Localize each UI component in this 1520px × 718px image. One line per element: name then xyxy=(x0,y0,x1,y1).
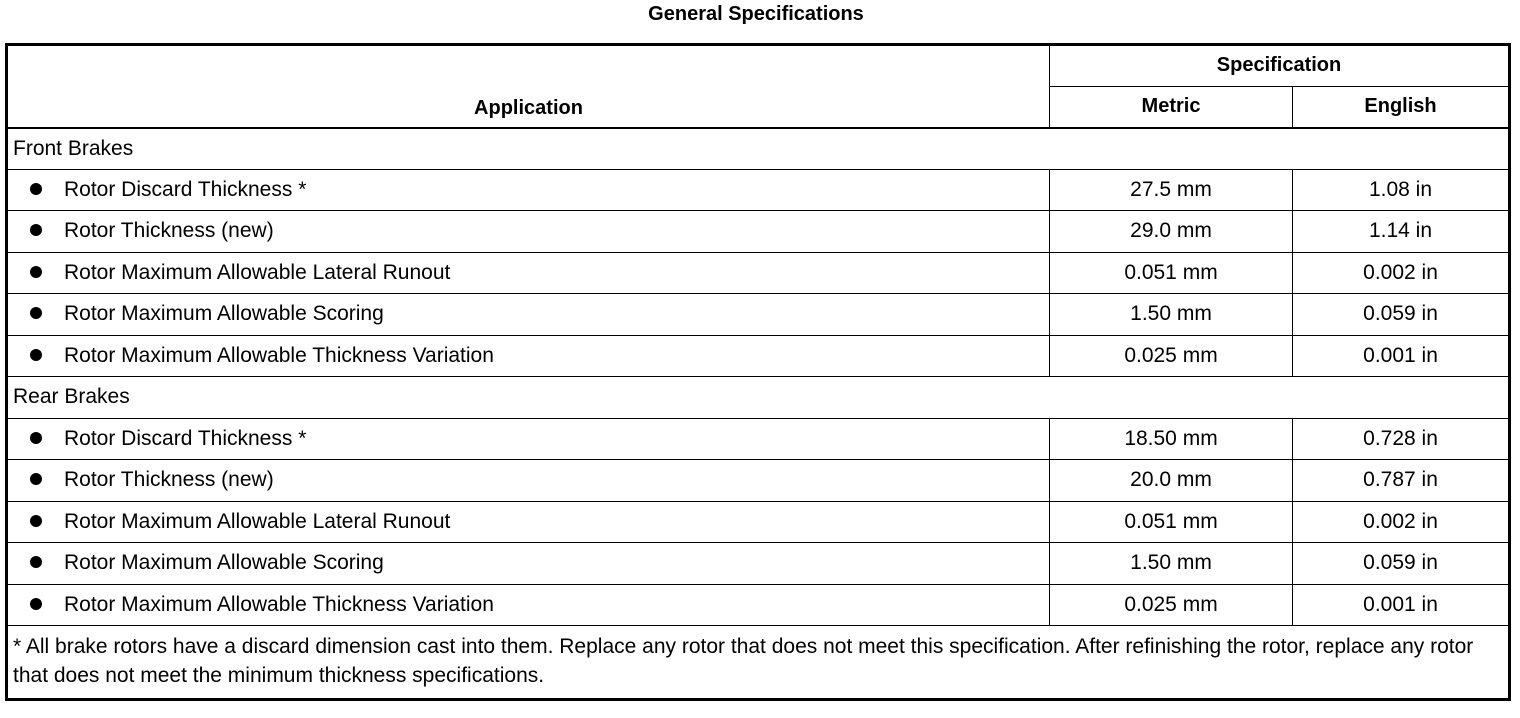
application-label: Rotor Maximum Allowable Lateral Runout xyxy=(64,260,451,284)
table-row: Rotor Thickness (new) 20.0 mm 0.787 in xyxy=(6,459,1511,502)
footnote: * All brake rotors have a discard dimens… xyxy=(5,625,1511,700)
application-cell: Rotor Maximum Allowable Thickness Variat… xyxy=(6,334,1050,377)
bullet-icon xyxy=(30,224,42,237)
metric-value: 18.50 mm xyxy=(1049,417,1293,460)
section-heading: Front Brakes xyxy=(5,127,1511,170)
section-heading: Rear Brakes xyxy=(5,376,1511,419)
metric-value: 0.025 mm xyxy=(1049,334,1293,377)
table-row: Rotor Maximum Allowable Lateral Runout 0… xyxy=(6,500,1511,543)
section-row: Front Brakes xyxy=(5,127,1511,170)
application-label: Rotor Discard Thickness * xyxy=(64,177,307,201)
english-value: 1.14 in xyxy=(1291,210,1511,253)
bullet-icon xyxy=(30,431,42,444)
table-body: Front Brakes Rotor Discard Thickness * 27… xyxy=(5,127,1511,626)
application-cell: Rotor Maximum Allowable Lateral Runout xyxy=(6,500,1050,543)
english-value: 0.728 in xyxy=(1291,417,1511,460)
application-label: Rotor Thickness (new) xyxy=(64,468,274,492)
header-metric: Metric xyxy=(1049,85,1293,129)
table-row: Rotor Maximum Allowable Scoring 1.50 mm … xyxy=(6,542,1511,585)
specifications-table: Application Specification Metric English… xyxy=(5,43,1512,701)
application-cell: Rotor Maximum Allowable Lateral Runout xyxy=(6,251,1050,294)
english-value: 1.08 in xyxy=(1291,168,1511,211)
table-row: Rotor Maximum Allowable Lateral Runout 0… xyxy=(6,251,1511,294)
bullet-icon xyxy=(30,348,42,361)
application-label: Rotor Maximum Allowable Lateral Runout xyxy=(64,509,451,533)
page-title: General Specifications xyxy=(648,3,864,25)
application-label: Rotor Thickness (new) xyxy=(64,219,274,243)
english-value: 0.002 in xyxy=(1291,251,1511,294)
table-row: Rotor Discard Thickness * 27.5 mm 1.08 i… xyxy=(6,168,1511,211)
application-label: Rotor Maximum Allowable Thickness Variat… xyxy=(64,592,494,616)
english-value: 0.787 in xyxy=(1291,459,1511,502)
metric-value: 1.50 mm xyxy=(1049,542,1293,585)
header-english: English xyxy=(1291,85,1511,129)
table-row: Rotor Maximum Allowable Scoring 1.50 mm … xyxy=(6,293,1511,336)
bullet-icon xyxy=(30,556,42,569)
application-label: Rotor Maximum Allowable Scoring xyxy=(64,551,384,575)
application-cell: Rotor Maximum Allowable Scoring xyxy=(6,293,1050,336)
application-label: Rotor Maximum Allowable Thickness Variat… xyxy=(64,343,494,367)
metric-value: 0.051 mm xyxy=(1049,500,1293,543)
application-cell: Rotor Thickness (new) xyxy=(6,210,1050,253)
bullet-icon xyxy=(30,182,42,195)
application-cell: Rotor Discard Thickness * xyxy=(6,168,1050,211)
table-row: Rotor Maximum Allowable Thickness Variat… xyxy=(6,583,1511,626)
application-cell: Rotor Maximum Allowable Scoring xyxy=(6,542,1050,585)
metric-value: 0.051 mm xyxy=(1049,251,1293,294)
english-value: 0.059 in xyxy=(1291,542,1511,585)
english-value: 0.001 in xyxy=(1291,334,1511,377)
bullet-icon xyxy=(30,265,42,278)
bullet-icon xyxy=(30,514,42,527)
table-row: Rotor Maximum Allowable Thickness Variat… xyxy=(6,334,1511,377)
table-row: Rotor Thickness (new) 29.0 mm 1.14 in xyxy=(6,210,1511,253)
section-row: Rear Brakes xyxy=(5,376,1511,419)
metric-value: 27.5 mm xyxy=(1049,168,1293,211)
application-cell: Rotor Discard Thickness * xyxy=(6,417,1050,460)
header-application: Application xyxy=(6,44,1050,129)
english-value: 0.059 in xyxy=(1291,293,1511,336)
application-label: Rotor Discard Thickness * xyxy=(64,426,307,450)
english-value: 0.001 in xyxy=(1291,583,1511,626)
metric-value: 20.0 mm xyxy=(1049,459,1293,502)
table-row: Rotor Discard Thickness * 18.50 mm 0.728… xyxy=(6,417,1511,460)
header-specification: Specification xyxy=(1048,44,1511,87)
application-label: Rotor Maximum Allowable Scoring xyxy=(64,302,384,326)
metric-value: 1.50 mm xyxy=(1049,293,1293,336)
metric-value: 29.0 mm xyxy=(1049,210,1293,253)
application-cell: Rotor Thickness (new) xyxy=(6,459,1050,502)
application-cell: Rotor Maximum Allowable Thickness Variat… xyxy=(6,583,1050,626)
bullet-icon xyxy=(30,473,42,486)
english-value: 0.002 in xyxy=(1291,500,1511,543)
bullet-icon xyxy=(30,307,42,320)
bullet-icon xyxy=(30,597,42,610)
metric-value: 0.025 mm xyxy=(1049,583,1293,626)
